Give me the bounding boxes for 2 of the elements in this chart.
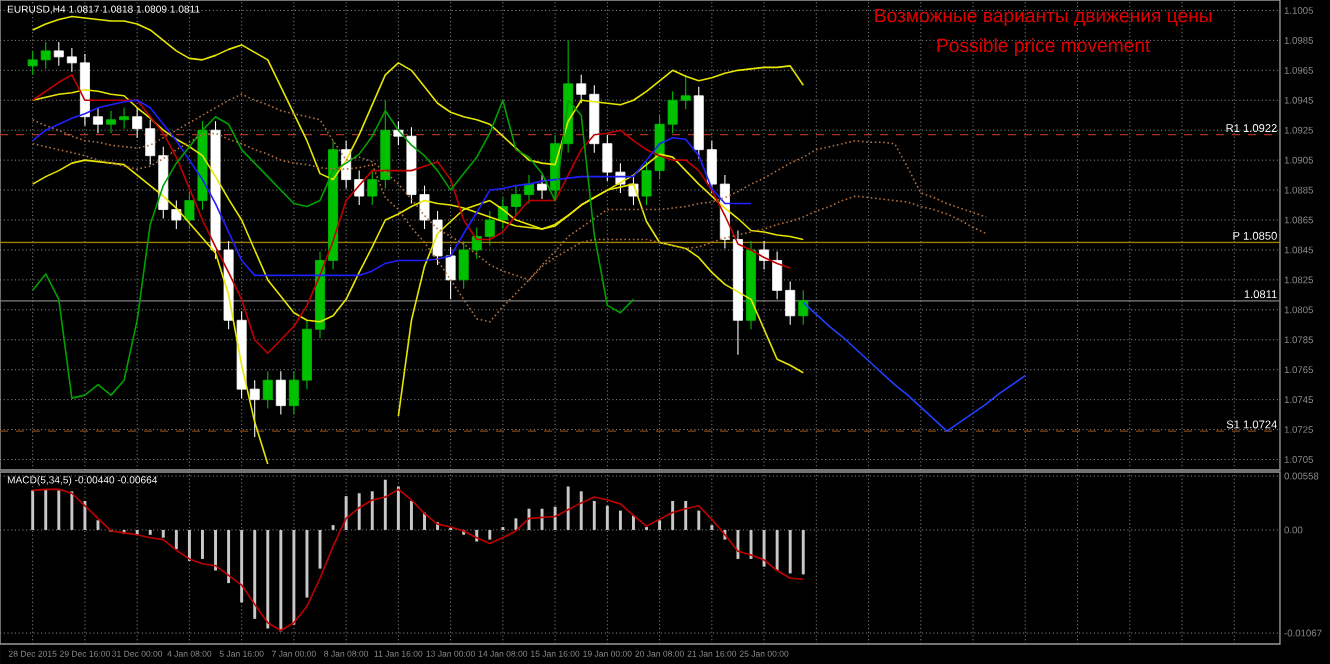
annotation: Possible price movement [937, 38, 1151, 56]
annotation: Возможные варианты движения цены [875, 8, 1212, 27]
